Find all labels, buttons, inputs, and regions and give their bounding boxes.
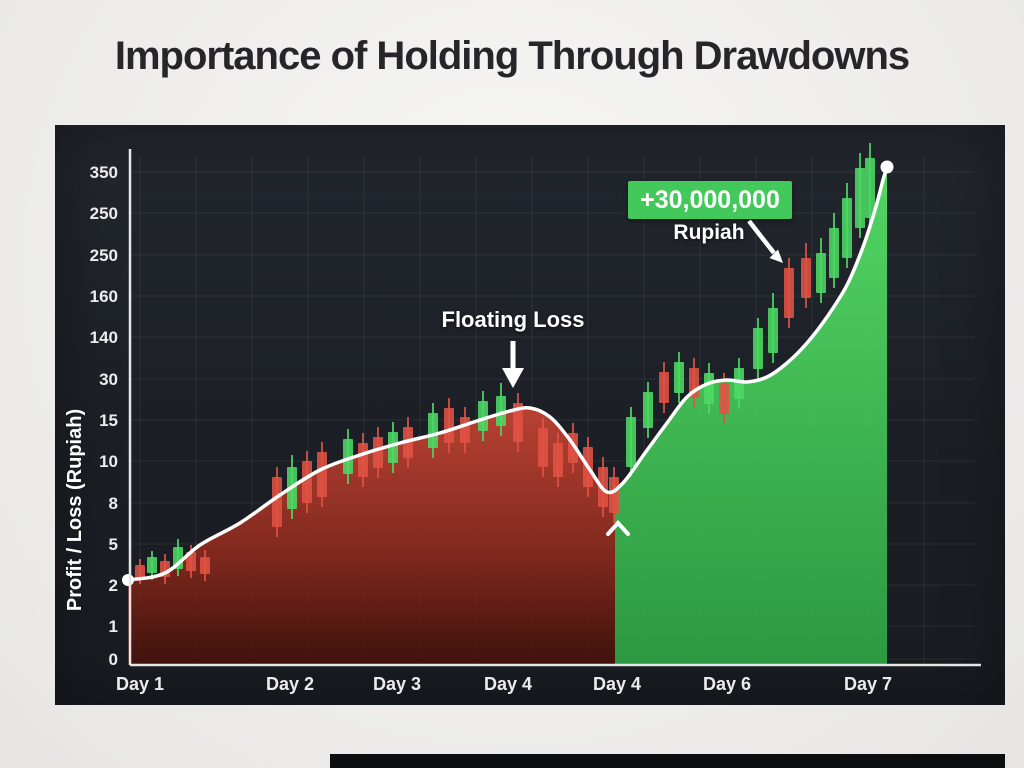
down-arrow-icon [502,341,524,388]
svg-text:250: 250 [90,246,118,265]
up-arrowhead-icon [606,520,630,536]
start-dot [122,574,134,586]
svg-text:30: 30 [99,370,118,389]
profit-currency-label: Rupiah [673,221,745,244]
diagonal-arrow-icon [747,219,783,263]
drawdown-area [128,407,615,665]
svg-text:5: 5 [109,535,118,554]
profit-badge: +30,000,000 [628,181,792,219]
svg-text:Day 4: Day 4 [484,674,532,694]
profit-area [615,167,887,665]
floating-loss-label: Floating Loss [441,307,585,332]
y-axis-title: Profit / Loss (Rupiah) [64,409,86,611]
svg-text:350: 350 [90,163,118,182]
svg-text:10: 10 [99,452,118,471]
svg-text:Day 4: Day 4 [593,674,641,694]
svg-text:2: 2 [109,576,118,595]
axes [128,149,981,667]
bottom-strip [330,754,1005,768]
svg-text:Day 6: Day 6 [703,674,751,694]
svg-text:Day 2: Day 2 [266,674,314,694]
end-dot [880,160,894,174]
equity-line [126,165,889,582]
svg-text:140: 140 [90,328,118,347]
svg-text:Day 1: Day 1 [116,674,164,694]
svg-text:8: 8 [109,494,118,513]
svg-text:160: 160 [90,287,118,306]
svg-text:Day 7: Day 7 [844,674,892,694]
x-axis-labels: Day 1 Day 2 Day 3 Day 4 Day 4 Day 6 Day 7 [116,674,892,694]
svg-text:250: 250 [90,204,118,223]
svg-text:15: 15 [99,411,118,430]
page-title: Importance of Holding Through Drawdowns [114,34,910,78]
svg-text:Day 3: Day 3 [373,674,421,694]
svg-text:1: 1 [109,617,118,636]
svg-text:0: 0 [109,650,118,669]
chart-panel: 350 250 250 160 140 30 15 10 8 5 2 1 0 Day 1 Day 2 Day … [55,125,1005,705]
candles [135,143,875,584]
